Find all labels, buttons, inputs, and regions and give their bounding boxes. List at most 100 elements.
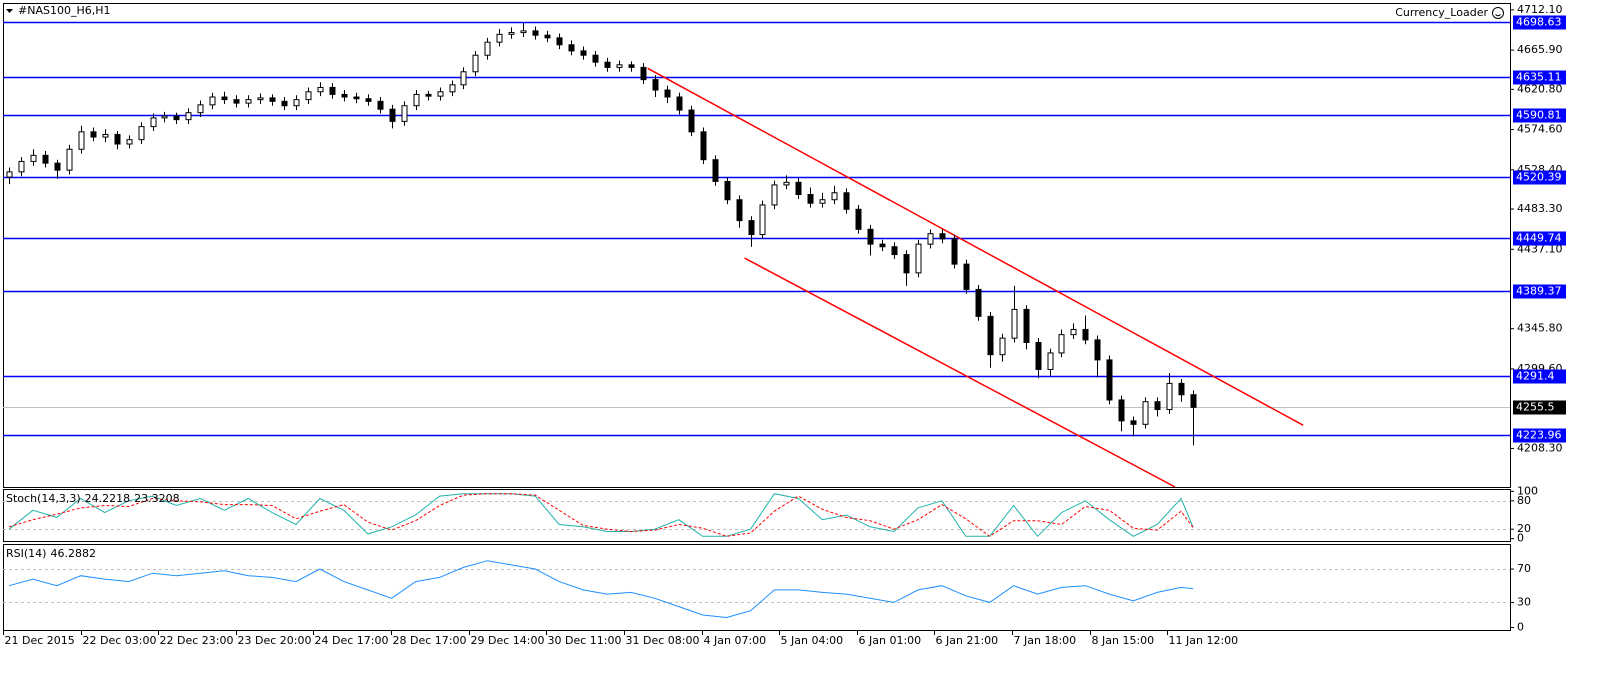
level-label-box: [1513, 70, 1566, 85]
candle-body: [78, 131, 85, 150]
level-label: 4223.96: [1516, 429, 1562, 442]
y-tick-label: 4345.80: [1517, 322, 1563, 335]
candle-body: [389, 108, 396, 122]
level-label-box: [1513, 108, 1566, 123]
level-label: 4520.39: [1516, 171, 1562, 184]
x-tick-label: 28 Dec 17:00: [393, 634, 467, 647]
candle-body: [819, 199, 826, 204]
y-tick-label: 4208.30: [1517, 441, 1563, 454]
candle-body: [281, 100, 288, 107]
y-tick-label: 4712.10: [1517, 3, 1563, 16]
candle-body: [472, 54, 479, 73]
candle-body: [771, 184, 778, 206]
y-tick-label: 4665.90: [1517, 43, 1563, 56]
candle-body: [317, 86, 324, 93]
candle-body: [269, 97, 276, 102]
candle-body: [150, 117, 157, 128]
level-label-box: [1513, 369, 1566, 384]
x-tick-label: 29 Dec 14:00: [471, 634, 545, 647]
candle-body: [999, 337, 1006, 356]
candle-body: [688, 109, 695, 133]
candle-body: [377, 100, 384, 110]
candle-body: [18, 160, 25, 173]
level-label: 4449.74: [1516, 232, 1562, 245]
candle-body: [843, 192, 850, 210]
candle-body: [90, 131, 97, 138]
x-tick-label: 22 Dec 23:00: [160, 634, 234, 647]
candle-body: [927, 233, 934, 245]
candle-body: [365, 98, 372, 102]
candle-body: [915, 243, 922, 274]
candle-body: [939, 233, 946, 240]
candle-body: [114, 133, 121, 145]
candle-body: [616, 64, 623, 68]
level-label-box: [1513, 15, 1566, 30]
level-label: 4389.37: [1516, 285, 1562, 298]
candle-body: [329, 86, 336, 95]
candle-body: [221, 96, 228, 101]
candle-body: [449, 84, 456, 93]
candle-body: [126, 139, 133, 145]
candle-body: [293, 99, 300, 107]
price-panel: [3, 3, 1511, 488]
x-tick-label: 31 Dec 08:00: [626, 634, 700, 647]
x-tick-label: 4 Jan 07:00: [704, 634, 767, 647]
x-tick-label: 8 Jan 15:00: [1092, 634, 1155, 647]
candle-body: [460, 71, 467, 86]
candle-body: [879, 243, 886, 248]
candle-body: [903, 254, 910, 274]
candle-body: [425, 93, 432, 97]
candle-body: [963, 263, 970, 290]
candle-body: [748, 220, 755, 236]
y-tick-label: 30: [1517, 595, 1531, 608]
candle-body: [831, 192, 838, 201]
level-label: 4635.11: [1516, 71, 1562, 84]
candle-body: [855, 208, 862, 230]
rsi-panel: [3, 544, 1511, 631]
x-tick-label: 21 Dec 2015: [5, 634, 75, 647]
candle-body: [54, 162, 61, 171]
menu-arrow[interactable]: [6, 9, 13, 13]
candle-body: [197, 104, 204, 114]
indicator-value: 23.3208: [134, 492, 180, 505]
candle-body: [532, 30, 539, 36]
candle-body: [138, 126, 145, 141]
level-label-box: [1513, 284, 1566, 299]
y-tick-label: 100: [1517, 484, 1538, 497]
candle-body: [580, 50, 587, 56]
candle-body: [353, 96, 360, 100]
x-tick-label: 23 Dec 20:00: [238, 634, 312, 647]
candle-body: [484, 41, 491, 56]
candle-body: [1070, 328, 1077, 336]
candle-body: [1106, 359, 1113, 401]
candle-body: [604, 61, 611, 68]
candle-body: [245, 99, 252, 104]
x-tick-label: 6 Jan 01:00: [859, 634, 922, 647]
x-tick-label: 11 Jan 12:00: [1169, 634, 1239, 647]
candle-body: [783, 181, 790, 186]
candle-body: [1023, 308, 1030, 343]
candle-body: [987, 315, 994, 356]
candle-body: [759, 204, 766, 236]
candle-body: [401, 105, 408, 122]
candle-body: [1082, 328, 1089, 341]
indicator-name: Currency_Loader: [1395, 6, 1488, 19]
candle-body: [795, 181, 802, 196]
y-tick-label: 0: [1517, 532, 1524, 545]
candle-body: [305, 91, 312, 101]
last-price-label: 4255.5: [1516, 401, 1555, 414]
indicator-line: [8, 560, 1194, 619]
y-tick-label: 0: [1517, 620, 1524, 633]
candle-body: [257, 97, 264, 101]
candle-body: [891, 246, 898, 256]
x-tick-label: 24 Dec 17:00: [315, 634, 389, 647]
candle-body: [1178, 382, 1185, 396]
indicator-value: 46.2882: [50, 547, 96, 560]
candle-body: [209, 96, 216, 106]
x-tick-label: 7 Jan 18:00: [1014, 634, 1077, 647]
indicator-line: [8, 493, 1194, 538]
y-tick-label: 4574.60: [1517, 123, 1563, 136]
indicator-value: 24.2218: [85, 492, 131, 505]
